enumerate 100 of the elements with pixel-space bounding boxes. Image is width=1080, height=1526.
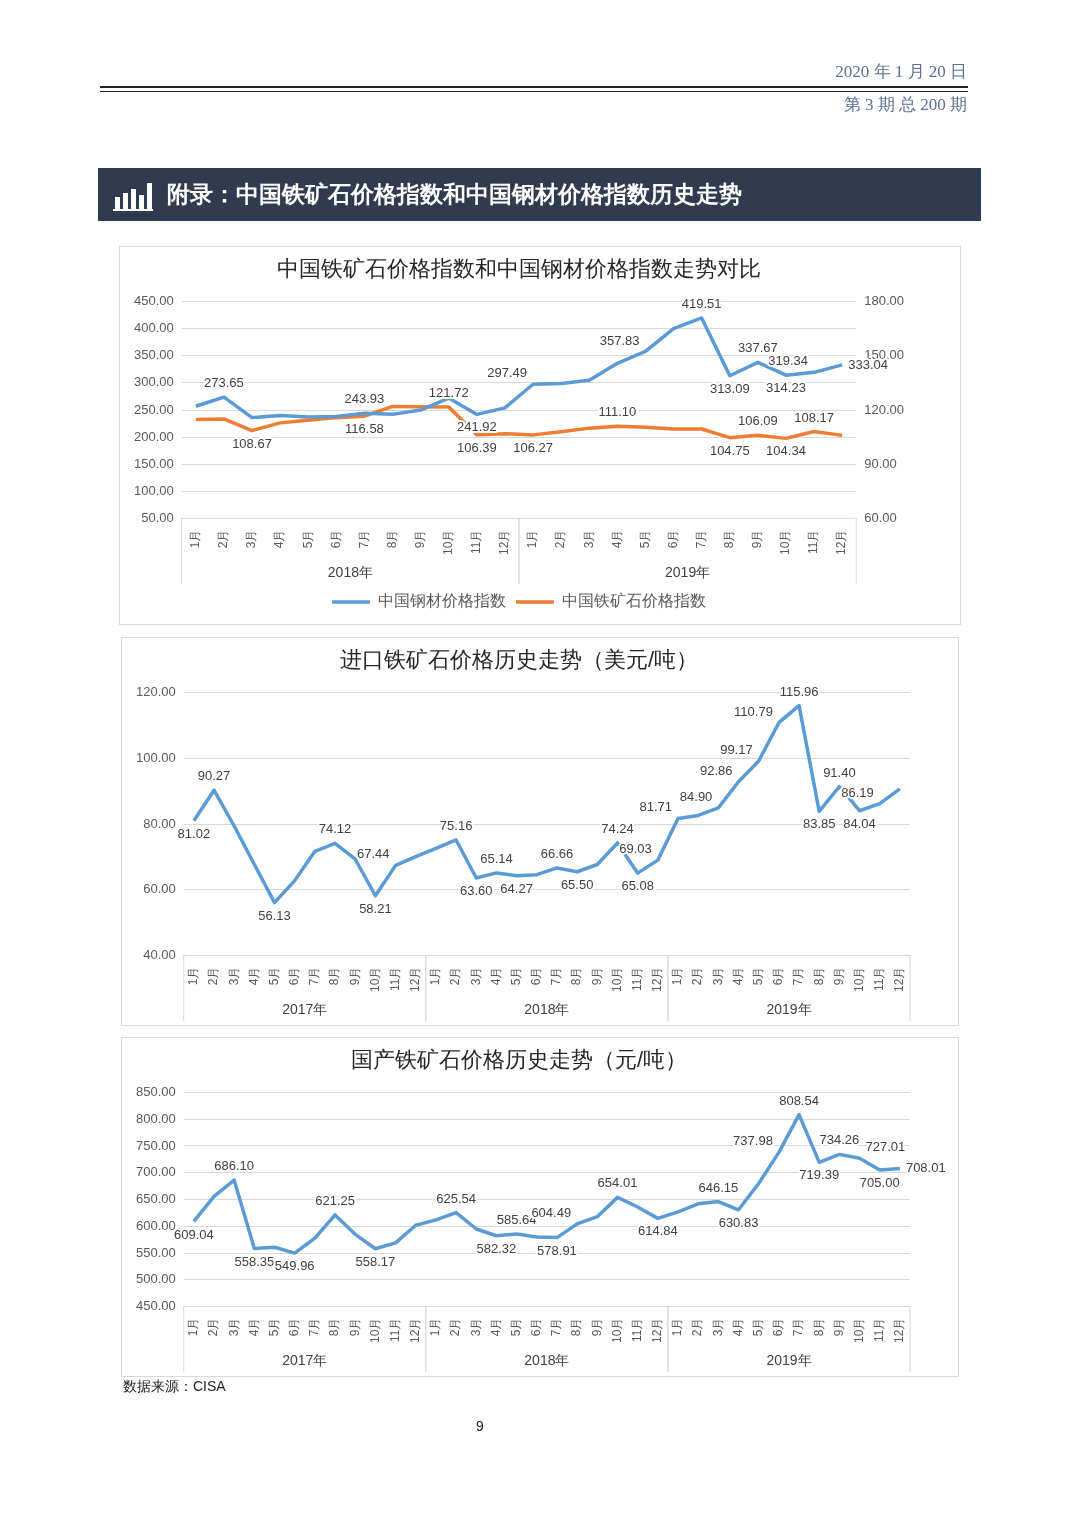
x-tick-label: 12月 xyxy=(497,529,512,556)
data-label: 66.66 xyxy=(540,846,574,861)
x-tick-label: 7月 xyxy=(307,966,322,986)
y-tick-label: 150.00 xyxy=(134,455,174,471)
data-label: 273.65 xyxy=(204,375,244,391)
y-tick-label: 250.00 xyxy=(134,401,174,417)
x-tick-label: 6月 xyxy=(529,1317,544,1337)
data-label: 84.90 xyxy=(679,788,713,804)
x-tick-label: 6月 xyxy=(328,529,343,549)
y-tick-label: 850.00 xyxy=(136,1083,176,1099)
x-tick-label: 3月 xyxy=(710,966,725,986)
data-label: 74.24 xyxy=(601,821,634,837)
y-tick-label: 400.00 xyxy=(134,320,174,336)
x-tick-label: 9月 xyxy=(347,1317,362,1337)
x-tick-label: 2月 xyxy=(206,1317,221,1337)
x-tick-label: 4月 xyxy=(730,966,745,986)
data-label: 705.00 xyxy=(859,1175,900,1191)
x-tick-label: 2月 xyxy=(206,966,221,986)
data-label: 630.83 xyxy=(718,1214,759,1230)
chart-title: 中国铁矿石价格指数和中国钢材价格指数走势对比 xyxy=(277,256,761,282)
x-tick-label: 7月 xyxy=(693,529,708,549)
data-label: 654.01 xyxy=(597,1175,638,1191)
x-tick-label: 10月 xyxy=(367,1317,382,1344)
x-tick-label: 6月 xyxy=(287,966,302,986)
data-label: 115.96 xyxy=(779,683,819,699)
y-tick-label: 50.00 xyxy=(141,510,174,526)
data-label: 110.79 xyxy=(734,703,773,719)
x-tick-label: 2月 xyxy=(448,966,463,986)
x-tick-label: 2月 xyxy=(690,1317,705,1337)
x-tick-label: 12月 xyxy=(834,529,849,556)
data-label: 91.40 xyxy=(823,764,856,780)
data-label: 243.93 xyxy=(344,391,385,407)
x-tick-label: 10月 xyxy=(609,1317,624,1344)
x-tick-label: 1月 xyxy=(428,1317,443,1337)
data-label: 558.17 xyxy=(355,1253,396,1269)
x-tick-label: 7月 xyxy=(549,1317,564,1337)
text: 2019年 xyxy=(766,1351,812,1368)
data-label: 614.84 xyxy=(637,1223,678,1239)
y-tick-label: 80.00 xyxy=(143,815,176,831)
x-tick-label: 8月 xyxy=(384,529,399,549)
x-tick-label: 11月 xyxy=(629,1317,644,1343)
x-tick-label: 7月 xyxy=(791,1317,806,1337)
data-label: 297.49 xyxy=(487,365,528,381)
data-label: 81.02 xyxy=(177,825,211,841)
y-tick-label: 500.00 xyxy=(136,1271,176,1287)
y-tick-label: 650.00 xyxy=(136,1191,176,1207)
data-label: 65.50 xyxy=(560,876,594,892)
x-tick-label: 4月 xyxy=(730,1317,745,1337)
data-label: 549.96 xyxy=(274,1258,315,1274)
x-tick-label: 6月 xyxy=(287,1317,302,1337)
data-label: 64.27 xyxy=(500,880,533,896)
data-label: 58.21 xyxy=(359,900,392,916)
x-tick-label: 12月 xyxy=(408,966,423,993)
x-tick-label: 6月 xyxy=(771,966,786,986)
data-label: 621.25 xyxy=(315,1193,355,1208)
x-tick-label: 11月 xyxy=(872,1317,887,1343)
x-tick-label: 7月 xyxy=(307,1317,322,1337)
x-tick-label: 5月 xyxy=(751,1317,766,1337)
source-note: 数据来源：CISA xyxy=(123,1378,226,1396)
data-label: 104.34 xyxy=(766,443,806,459)
x-tick-label: 12月 xyxy=(892,1317,907,1344)
y-tick-label: 750.00 xyxy=(136,1137,176,1153)
data-label: 808.54 xyxy=(779,1092,819,1108)
x-tick-label: 10月 xyxy=(367,966,382,993)
x-tick-label: 1月 xyxy=(670,966,685,986)
x-tick-label: 3月 xyxy=(710,1317,725,1337)
x-tick-label: 6月 xyxy=(665,529,680,549)
x-tick-label: 10月 xyxy=(609,966,624,993)
y-tick-label: 450.00 xyxy=(136,1298,176,1314)
x-tick-label: 10月 xyxy=(441,529,456,556)
text: 2020 年 1 月 20 日 xyxy=(835,61,967,83)
x-tick-label: 4月 xyxy=(488,1317,503,1337)
x-tick-label: 8月 xyxy=(569,966,584,986)
x-tick-label: 6月 xyxy=(529,966,544,986)
x-tick-label: 5月 xyxy=(300,529,315,549)
data-label: 121.72 xyxy=(428,384,469,400)
data-label: 83.85 xyxy=(802,816,836,832)
y-tick-label: 300.00 xyxy=(134,374,174,390)
data-label: 65.08 xyxy=(621,878,654,894)
x-tick-label: 11月 xyxy=(387,966,402,992)
x-tick-label: 3月 xyxy=(244,529,259,549)
data-label: 686.10 xyxy=(214,1158,255,1174)
data-label: 63.60 xyxy=(460,883,493,899)
data-label: 314.23 xyxy=(766,380,806,396)
x-tick-label: 1月 xyxy=(186,966,201,986)
x-tick-label: 10月 xyxy=(851,966,866,993)
y-tick-label: 450.00 xyxy=(134,292,174,308)
data-label: 56.13 xyxy=(258,907,291,923)
text: 2017年 xyxy=(282,1351,328,1368)
data-label: 708.01 xyxy=(905,1160,946,1176)
x-tick-label: 2月 xyxy=(216,529,231,549)
x-tick-label: 2月 xyxy=(690,966,705,986)
x-tick-label: 1月 xyxy=(186,1317,201,1337)
x-tick-label: 1月 xyxy=(670,1317,685,1337)
x-tick-label: 4月 xyxy=(488,966,503,986)
x-tick-label: 9月 xyxy=(412,529,427,549)
x-tick-label: 5月 xyxy=(266,966,281,986)
text: 2017年 xyxy=(282,1000,328,1017)
y-tick-label: 700.00 xyxy=(136,1164,176,1180)
data-label: 74.12 xyxy=(318,821,352,837)
